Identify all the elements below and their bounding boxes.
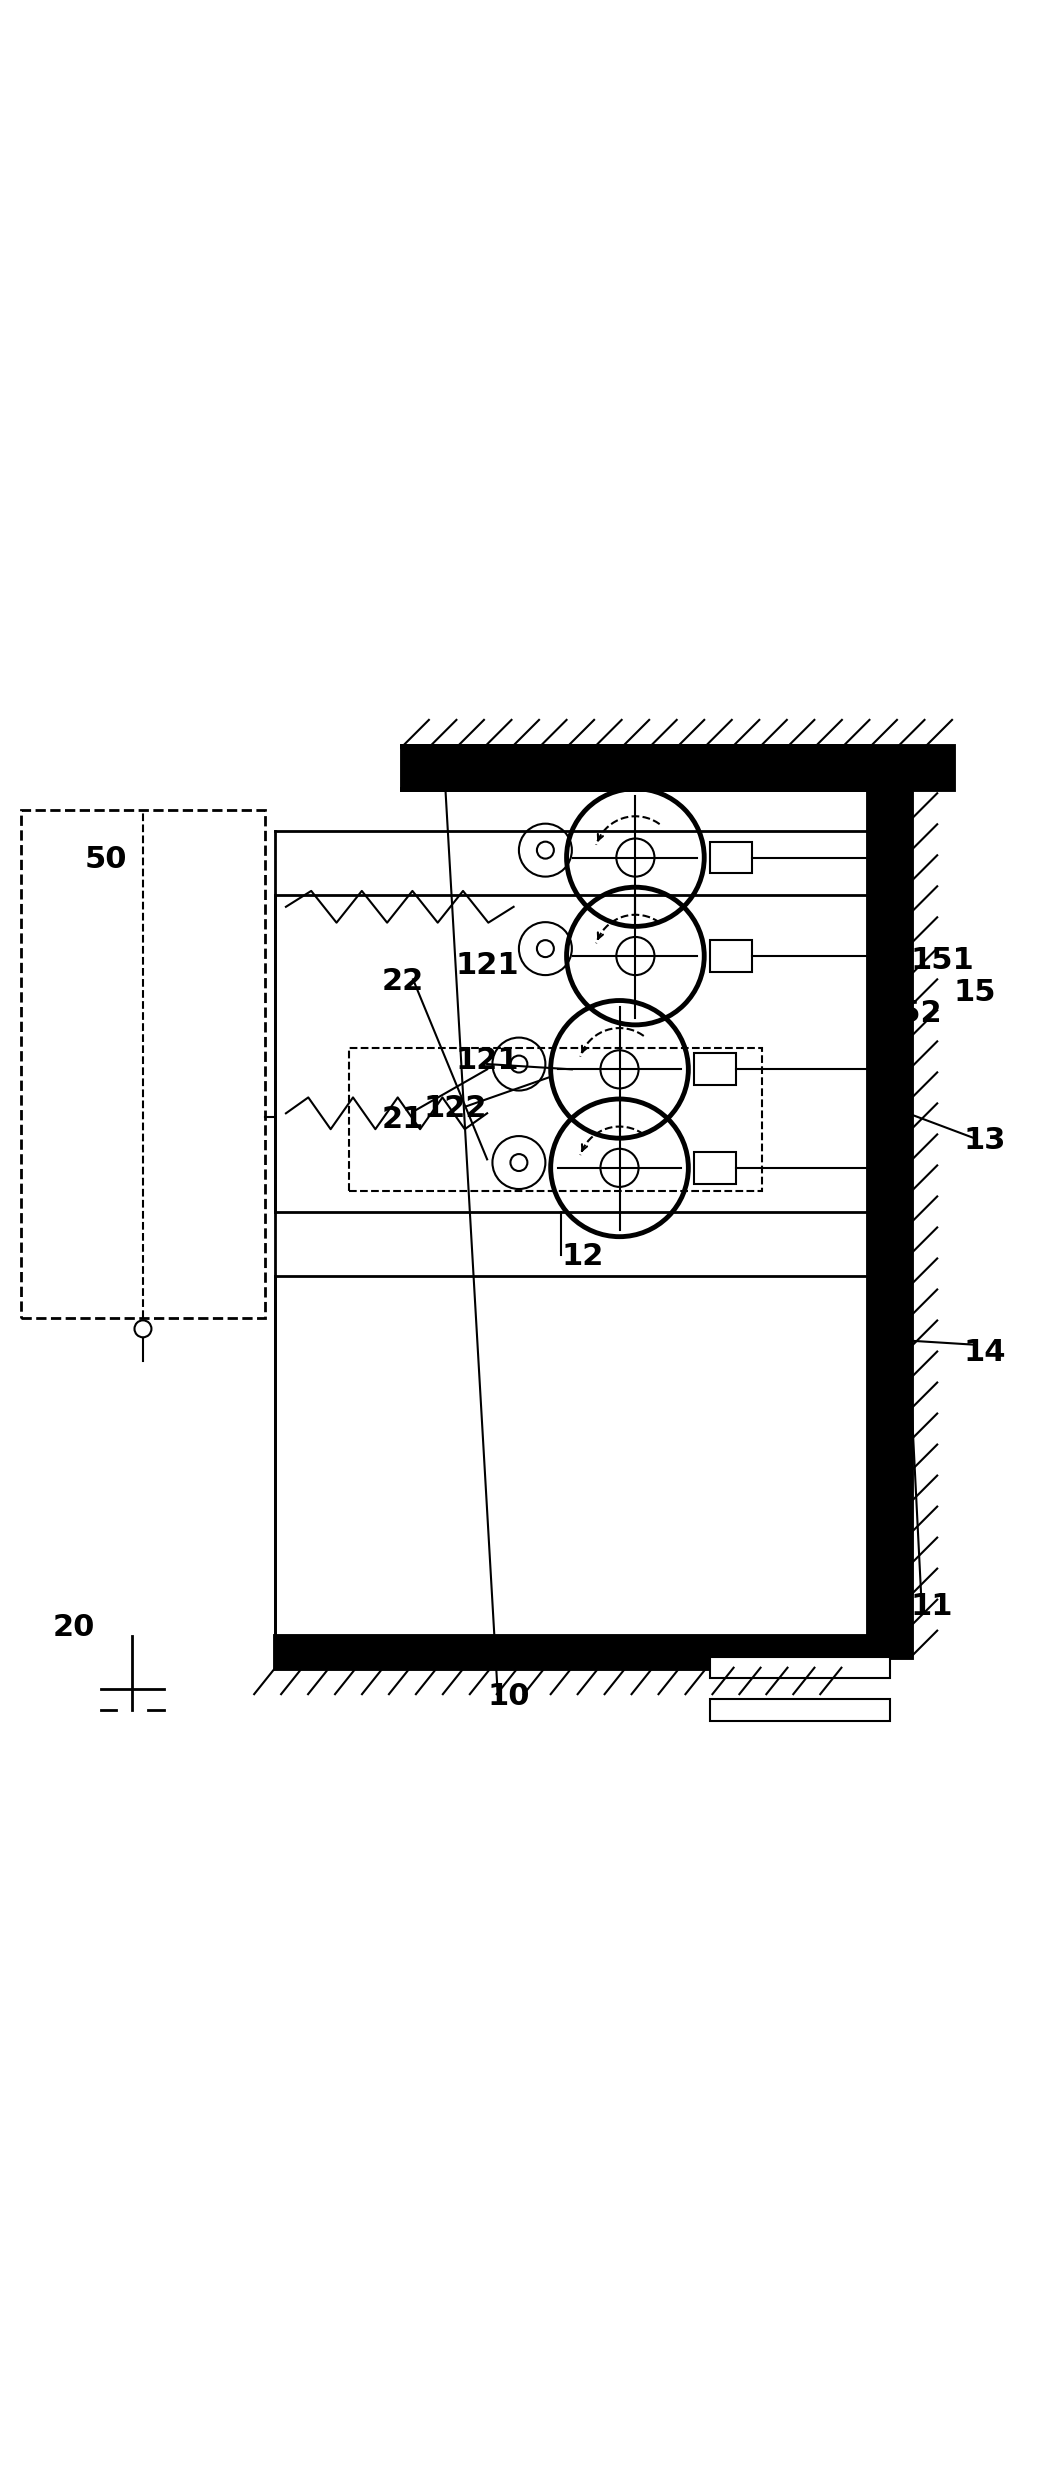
Text: 122: 122 — [424, 1093, 487, 1122]
Text: 15: 15 — [953, 977, 995, 1007]
Bar — [275, 1636, 868, 1668]
Bar — [694, 1152, 736, 1184]
Bar — [710, 1658, 890, 1678]
Text: 21: 21 — [381, 1105, 424, 1135]
Text: 152: 152 — [879, 999, 943, 1029]
Text: 10: 10 — [487, 1682, 530, 1710]
Bar — [694, 1053, 736, 1085]
Text: 151: 151 — [911, 945, 974, 974]
Text: 22: 22 — [381, 967, 424, 997]
Bar — [21, 809, 265, 1317]
Bar — [710, 940, 752, 972]
Text: 13: 13 — [964, 1125, 1006, 1155]
Text: 20: 20 — [53, 1613, 95, 1643]
Text: 121: 121 — [455, 1046, 519, 1076]
Bar — [710, 841, 752, 873]
Text: 14: 14 — [964, 1337, 1006, 1367]
Bar — [349, 1048, 762, 1192]
Text: 11: 11 — [911, 1591, 953, 1621]
Text: 50: 50 — [85, 846, 127, 873]
Bar — [868, 789, 911, 1658]
Text: 121: 121 — [455, 952, 519, 979]
Bar — [402, 748, 953, 789]
Bar — [710, 1700, 890, 1719]
Text: 12: 12 — [561, 1243, 604, 1271]
